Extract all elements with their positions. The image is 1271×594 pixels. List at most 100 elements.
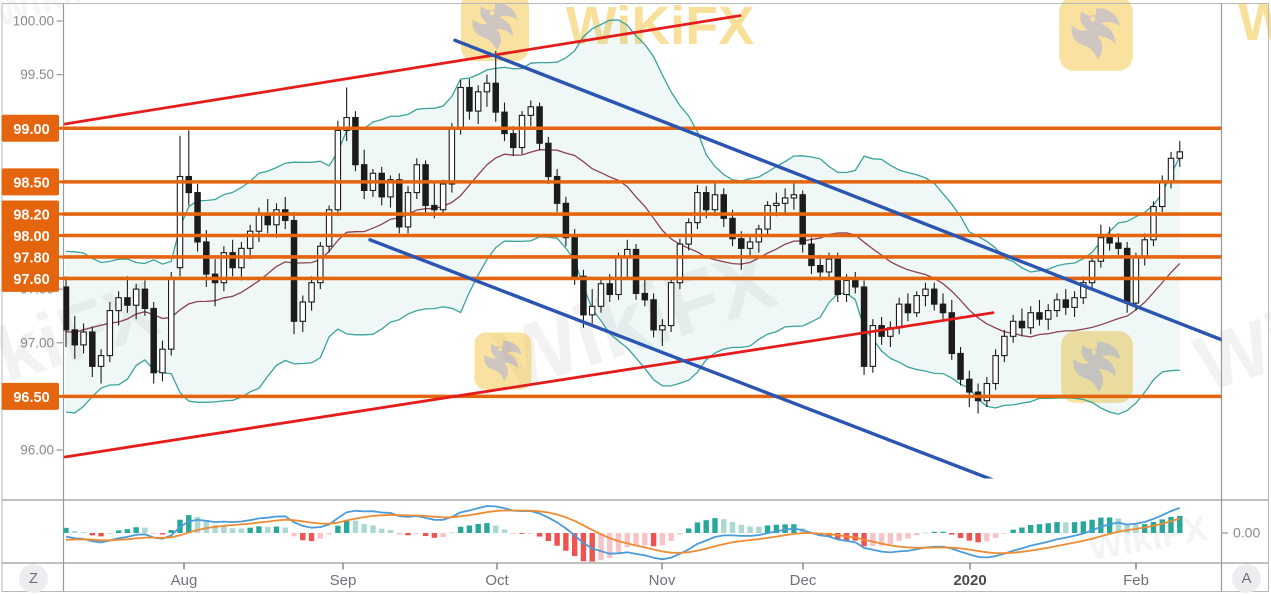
candle-body bbox=[773, 202, 780, 207]
candle bbox=[483, 74, 491, 107]
macd-histogram-bar bbox=[1159, 519, 1165, 533]
macd-histogram-bar bbox=[440, 533, 446, 538]
macd-histogram-bar bbox=[510, 533, 516, 534]
candle-body bbox=[904, 303, 912, 314]
candle bbox=[141, 280, 149, 316]
macd-histogram-bar bbox=[194, 516, 201, 533]
macd-histogram-bar bbox=[896, 533, 902, 541]
candle bbox=[1071, 291, 1078, 318]
candle-body bbox=[702, 192, 710, 211]
trendlines-layer bbox=[63, 14, 1222, 479]
candle-body bbox=[483, 82, 491, 93]
auto-scale-button[interactable]: A bbox=[1232, 564, 1261, 593]
macd-histogram-bar bbox=[159, 533, 166, 535]
candle bbox=[510, 126, 517, 157]
macd-histogram-bar bbox=[1177, 515, 1183, 533]
candle bbox=[1027, 306, 1034, 335]
bollinger-lower-band bbox=[65, 236, 1180, 415]
candle bbox=[501, 102, 508, 142]
macd-histogram-bar bbox=[659, 533, 666, 546]
macd-histogram-bar bbox=[607, 533, 613, 559]
macd-histogram-bar bbox=[624, 533, 630, 548]
macd-histogram-bar bbox=[773, 524, 780, 533]
levels-layer: 99.00 98.50 98.20 98.00 97.80 97.60 96.50 bbox=[1, 114, 1222, 410]
macd-histogram-bar bbox=[703, 520, 709, 533]
macd-histogram-bar bbox=[764, 525, 771, 533]
macd-histogram-bar bbox=[256, 526, 262, 533]
level-label: 97.60 bbox=[13, 272, 49, 288]
candle bbox=[317, 241, 324, 290]
zoom-button[interactable]: Z bbox=[19, 564, 48, 593]
candle-body bbox=[89, 331, 96, 367]
macd-histogram-bar bbox=[712, 518, 718, 533]
candle-body bbox=[220, 252, 228, 284]
candle bbox=[597, 278, 605, 313]
candle-body bbox=[387, 179, 394, 198]
candle bbox=[413, 158, 421, 200]
macd-histogram-bar bbox=[615, 533, 622, 553]
candle bbox=[422, 160, 429, 215]
candle bbox=[1088, 254, 1096, 290]
candle bbox=[334, 120, 342, 217]
macd-histogram-bar bbox=[1080, 521, 1087, 533]
candle-body bbox=[1106, 237, 1113, 244]
candle-body bbox=[1167, 157, 1175, 183]
macd-histogram-bar bbox=[300, 533, 306, 541]
candle-body bbox=[852, 279, 859, 288]
candle bbox=[124, 276, 131, 313]
macd-histogram-bar bbox=[168, 530, 174, 533]
candle bbox=[466, 78, 473, 120]
level-label-box bbox=[1, 168, 59, 196]
candle-body bbox=[1150, 205, 1157, 241]
candle bbox=[738, 231, 745, 270]
candle-body bbox=[1044, 310, 1052, 320]
macd-histogram-bar bbox=[1045, 523, 1051, 533]
macd-histogram-bar bbox=[1063, 522, 1069, 533]
macd-histogram-bar bbox=[72, 531, 78, 533]
candle-body bbox=[1027, 312, 1034, 329]
candle bbox=[71, 315, 79, 359]
candle-body bbox=[396, 179, 403, 228]
y-tick-label: 99.50 bbox=[20, 67, 54, 82]
candle bbox=[948, 299, 956, 360]
macd-histogram-bar bbox=[887, 533, 894, 545]
macd-histogram-bar bbox=[1150, 521, 1157, 533]
level-label-box bbox=[1, 243, 59, 271]
candle bbox=[588, 289, 596, 324]
candle-body bbox=[1088, 260, 1096, 284]
candle bbox=[299, 295, 307, 333]
candle-body bbox=[80, 331, 87, 346]
macd-histogram-bar bbox=[308, 533, 315, 542]
candle-body bbox=[229, 252, 236, 269]
candle-body bbox=[404, 192, 412, 228]
macd-histogram-bar bbox=[484, 523, 490, 533]
macd-histogram-bar bbox=[203, 521, 210, 533]
level-label-box bbox=[1, 222, 59, 249]
candle bbox=[816, 254, 824, 281]
macd-histogram-bar bbox=[782, 524, 788, 533]
candle-body bbox=[150, 307, 157, 374]
macd-histogram-bar bbox=[238, 528, 245, 533]
candle-body bbox=[843, 279, 850, 296]
candle bbox=[115, 291, 122, 326]
candle bbox=[930, 282, 938, 311]
macd-histogram-bar bbox=[1115, 518, 1122, 533]
candle-body bbox=[527, 106, 535, 116]
candle bbox=[799, 190, 806, 253]
macd-histogram-bar bbox=[1071, 522, 1078, 533]
candle-body bbox=[317, 245, 324, 284]
candle bbox=[97, 349, 105, 384]
chart-outer-border bbox=[1, 3, 1269, 592]
candle bbox=[527, 100, 535, 127]
candle-body bbox=[273, 209, 280, 226]
candle bbox=[360, 149, 368, 200]
indicator-layer bbox=[63, 505, 1183, 562]
macd-histogram-bar bbox=[563, 533, 569, 551]
x-tick-label: Aug bbox=[171, 572, 198, 589]
macd-histogram-bar bbox=[905, 533, 911, 539]
candle-body bbox=[615, 256, 622, 296]
brand-watermark-text: WikiFX bbox=[1185, 244, 1271, 408]
candle-body bbox=[676, 243, 684, 284]
